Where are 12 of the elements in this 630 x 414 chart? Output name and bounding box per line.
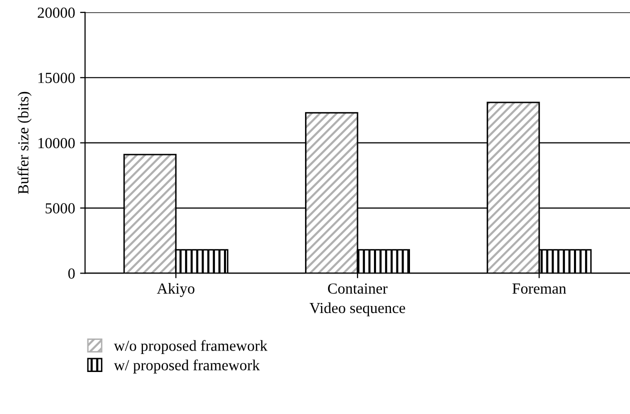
x-tick-label: Akiyo [156, 282, 194, 297]
legend-label: w/ proposed framework [114, 359, 260, 374]
y-axis-title: Buffer size (bits) [18, 92, 32, 194]
x-axis-title: Video sequence [310, 302, 406, 316]
y-tick-label: 5000 [46, 203, 75, 214]
x-tick-label: Container [328, 283, 388, 294]
y-tick-label: 0 [68, 268, 75, 279]
x-tick-label: Foreman [512, 284, 566, 294]
legend-label: w/o proposed framework [114, 340, 268, 354]
y-tick-label: 10000 [38, 138, 75, 148]
y-tick-label: 15000 [38, 72, 75, 84]
y-tick-label: 20000 [38, 8, 75, 18]
